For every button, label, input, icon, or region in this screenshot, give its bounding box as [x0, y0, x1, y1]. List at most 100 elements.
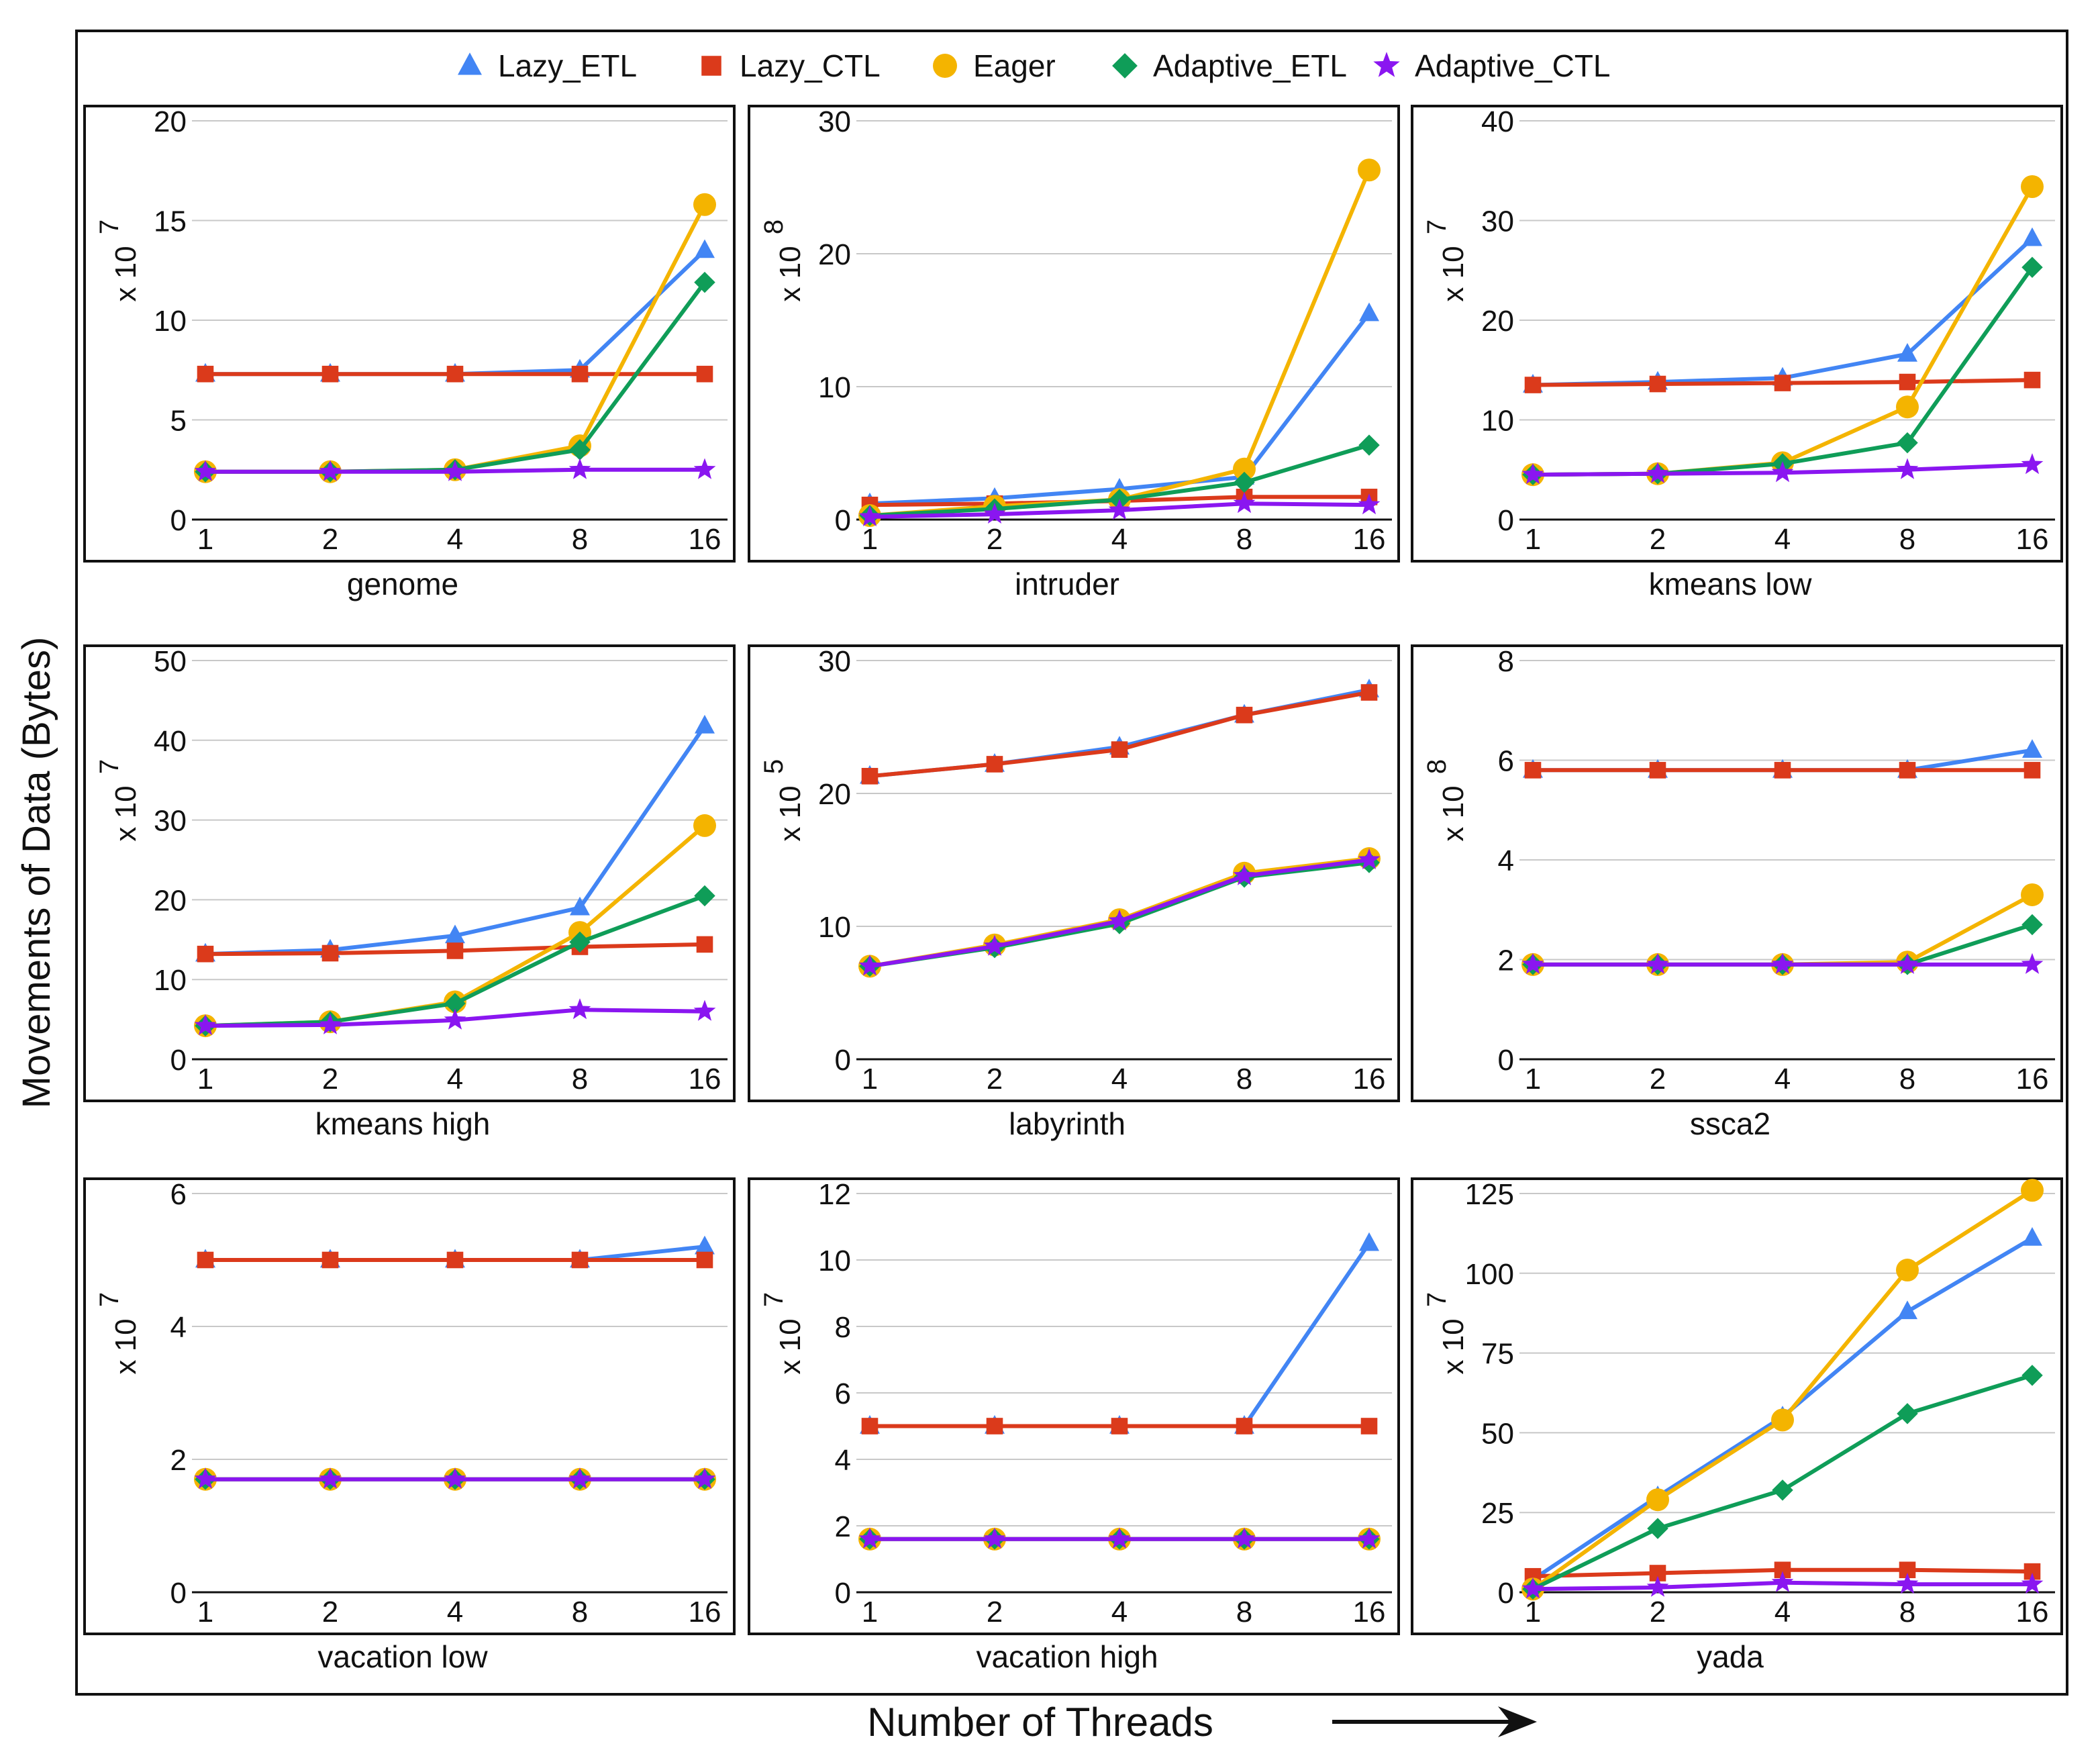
legend-marker-circle: [933, 54, 957, 78]
series-lazy-ctl: [861, 1418, 1378, 1435]
panel-title: ssca2: [1690, 1106, 1770, 1141]
data-point: [568, 458, 591, 479]
x-tick-label: 1: [1525, 523, 1541, 556]
y-multiplier-exponent: 7: [95, 1292, 124, 1307]
y-multiplier-label: x 10: [109, 785, 142, 841]
legend-label: Adaptive_ETL: [1153, 48, 1347, 83]
panel-title: intruder: [1015, 567, 1119, 601]
x-tick-label: 16: [1353, 1063, 1386, 1096]
x-tick-label: 8: [572, 1596, 588, 1629]
data-point: [2022, 1227, 2042, 1246]
x-tick-label: 2: [987, 1063, 1003, 1096]
data-point: [321, 365, 339, 383]
data-point: [1111, 1418, 1128, 1435]
data-point: [1360, 1418, 1378, 1435]
x-tick-label: 1: [197, 1063, 213, 1096]
outer-frame: [75, 30, 2068, 1696]
data-point: [446, 942, 464, 959]
y-tick-label: 100: [1465, 1258, 1514, 1291]
y-tick-label: 0: [170, 504, 187, 537]
x-tick-label: 4: [1111, 1596, 1128, 1629]
data-point: [1899, 762, 1916, 779]
legend-marker-square: [701, 56, 721, 76]
data-point: [1896, 953, 1919, 974]
legend-item-lazy-ctl: Lazy_CTL: [701, 48, 881, 83]
x-tick-label: 4: [1774, 1596, 1791, 1629]
panel-frame: [1411, 1177, 2063, 1635]
data-point: [2021, 175, 2044, 199]
y-tick-label: 6: [170, 1178, 187, 1211]
x-tick-label: 1: [1525, 1063, 1541, 1096]
y-tick-label: 0: [1498, 504, 1514, 537]
data-point: [1359, 1232, 1379, 1251]
x-tick-label: 1: [862, 1596, 878, 1629]
legend-label: Adaptive_CTL: [1415, 48, 1611, 83]
y-tick-label: 30: [818, 645, 851, 678]
x-tick-label: 1: [197, 1596, 213, 1629]
data-point: [1899, 373, 1916, 391]
y-tick-label: 0: [1498, 1577, 1514, 1610]
x-tick-label: 16: [689, 1596, 721, 1629]
data-point: [693, 458, 716, 479]
series-adaptive-ctl: [194, 998, 716, 1036]
data-point: [445, 924, 465, 944]
data-point: [1646, 462, 1669, 483]
data-point: [444, 993, 466, 1014]
data-point: [319, 1467, 342, 1489]
data-point: [1897, 342, 1917, 362]
x-tick-label: 4: [447, 1596, 463, 1629]
y-tick-label: 40: [1481, 105, 1514, 138]
x-tick-label: 2: [1650, 1063, 1666, 1096]
data-point: [1233, 1527, 1256, 1549]
data-point: [693, 193, 716, 216]
x-tick-label: 16: [689, 523, 721, 556]
y-tick-label: 30: [1481, 205, 1514, 238]
data-point: [2021, 953, 2044, 974]
y-multiplier: x 10 5: [759, 759, 807, 842]
x-tick-label: 1: [197, 523, 213, 556]
panel-title: genome: [347, 567, 458, 601]
series-adaptive-ctl: [194, 458, 716, 481]
y-multiplier-exponent: 5: [759, 759, 789, 774]
data-point: [1897, 1300, 1917, 1320]
data-point: [1358, 848, 1381, 869]
data-point: [1897, 432, 1918, 454]
y-tick-label: 25: [1481, 1497, 1514, 1530]
x-tick-label: 2: [1650, 1596, 1666, 1629]
panel-labyrinth: 0 10 20 30 1 2 4 8 16 x 10 5 labyrinth: [748, 644, 1400, 1141]
data-point: [2021, 1179, 2044, 1202]
data-point: [194, 1014, 217, 1036]
data-point: [861, 767, 879, 785]
y-tick-label: 20: [154, 884, 187, 917]
y-tick-label: 0: [835, 1044, 851, 1077]
data-point: [696, 936, 713, 953]
x-tick-label: 2: [322, 1596, 338, 1629]
y-tick-label: 2: [835, 1510, 851, 1543]
y-multiplier: x 10 7: [95, 220, 142, 302]
data-point: [570, 896, 590, 916]
data-point: [693, 1467, 716, 1489]
y-multiplier: x 10 7: [95, 759, 142, 842]
series-lazy-ctl: [197, 365, 713, 383]
panel-title: labyrinth: [1009, 1106, 1126, 1141]
data-point: [1896, 1259, 1919, 1282]
y-multiplier: x 10 7: [759, 1292, 807, 1375]
y-tick-label: 6: [1498, 745, 1514, 778]
legend-item-lazy-etl: Lazy_ETL: [458, 48, 637, 83]
x-axis-label: Number of Threads: [867, 1700, 1213, 1745]
y-tick-label: 0: [1498, 1044, 1514, 1077]
data-point: [1108, 498, 1131, 520]
data-point: [1233, 457, 1256, 481]
y-multiplier-exponent: 7: [95, 220, 124, 234]
x-tick-label: 4: [447, 1063, 463, 1096]
data-point: [1521, 953, 1544, 974]
data-point: [571, 1251, 589, 1269]
panel-frame: [83, 644, 736, 1102]
legend-label: Lazy_CTL: [740, 48, 881, 83]
y-tick-label: 0: [170, 1577, 187, 1610]
data-point: [1896, 458, 1919, 479]
y-tick-label: 125: [1465, 1178, 1514, 1211]
data-point: [983, 1527, 1006, 1549]
data-point: [1108, 1527, 1131, 1549]
data-point: [1359, 302, 1379, 322]
